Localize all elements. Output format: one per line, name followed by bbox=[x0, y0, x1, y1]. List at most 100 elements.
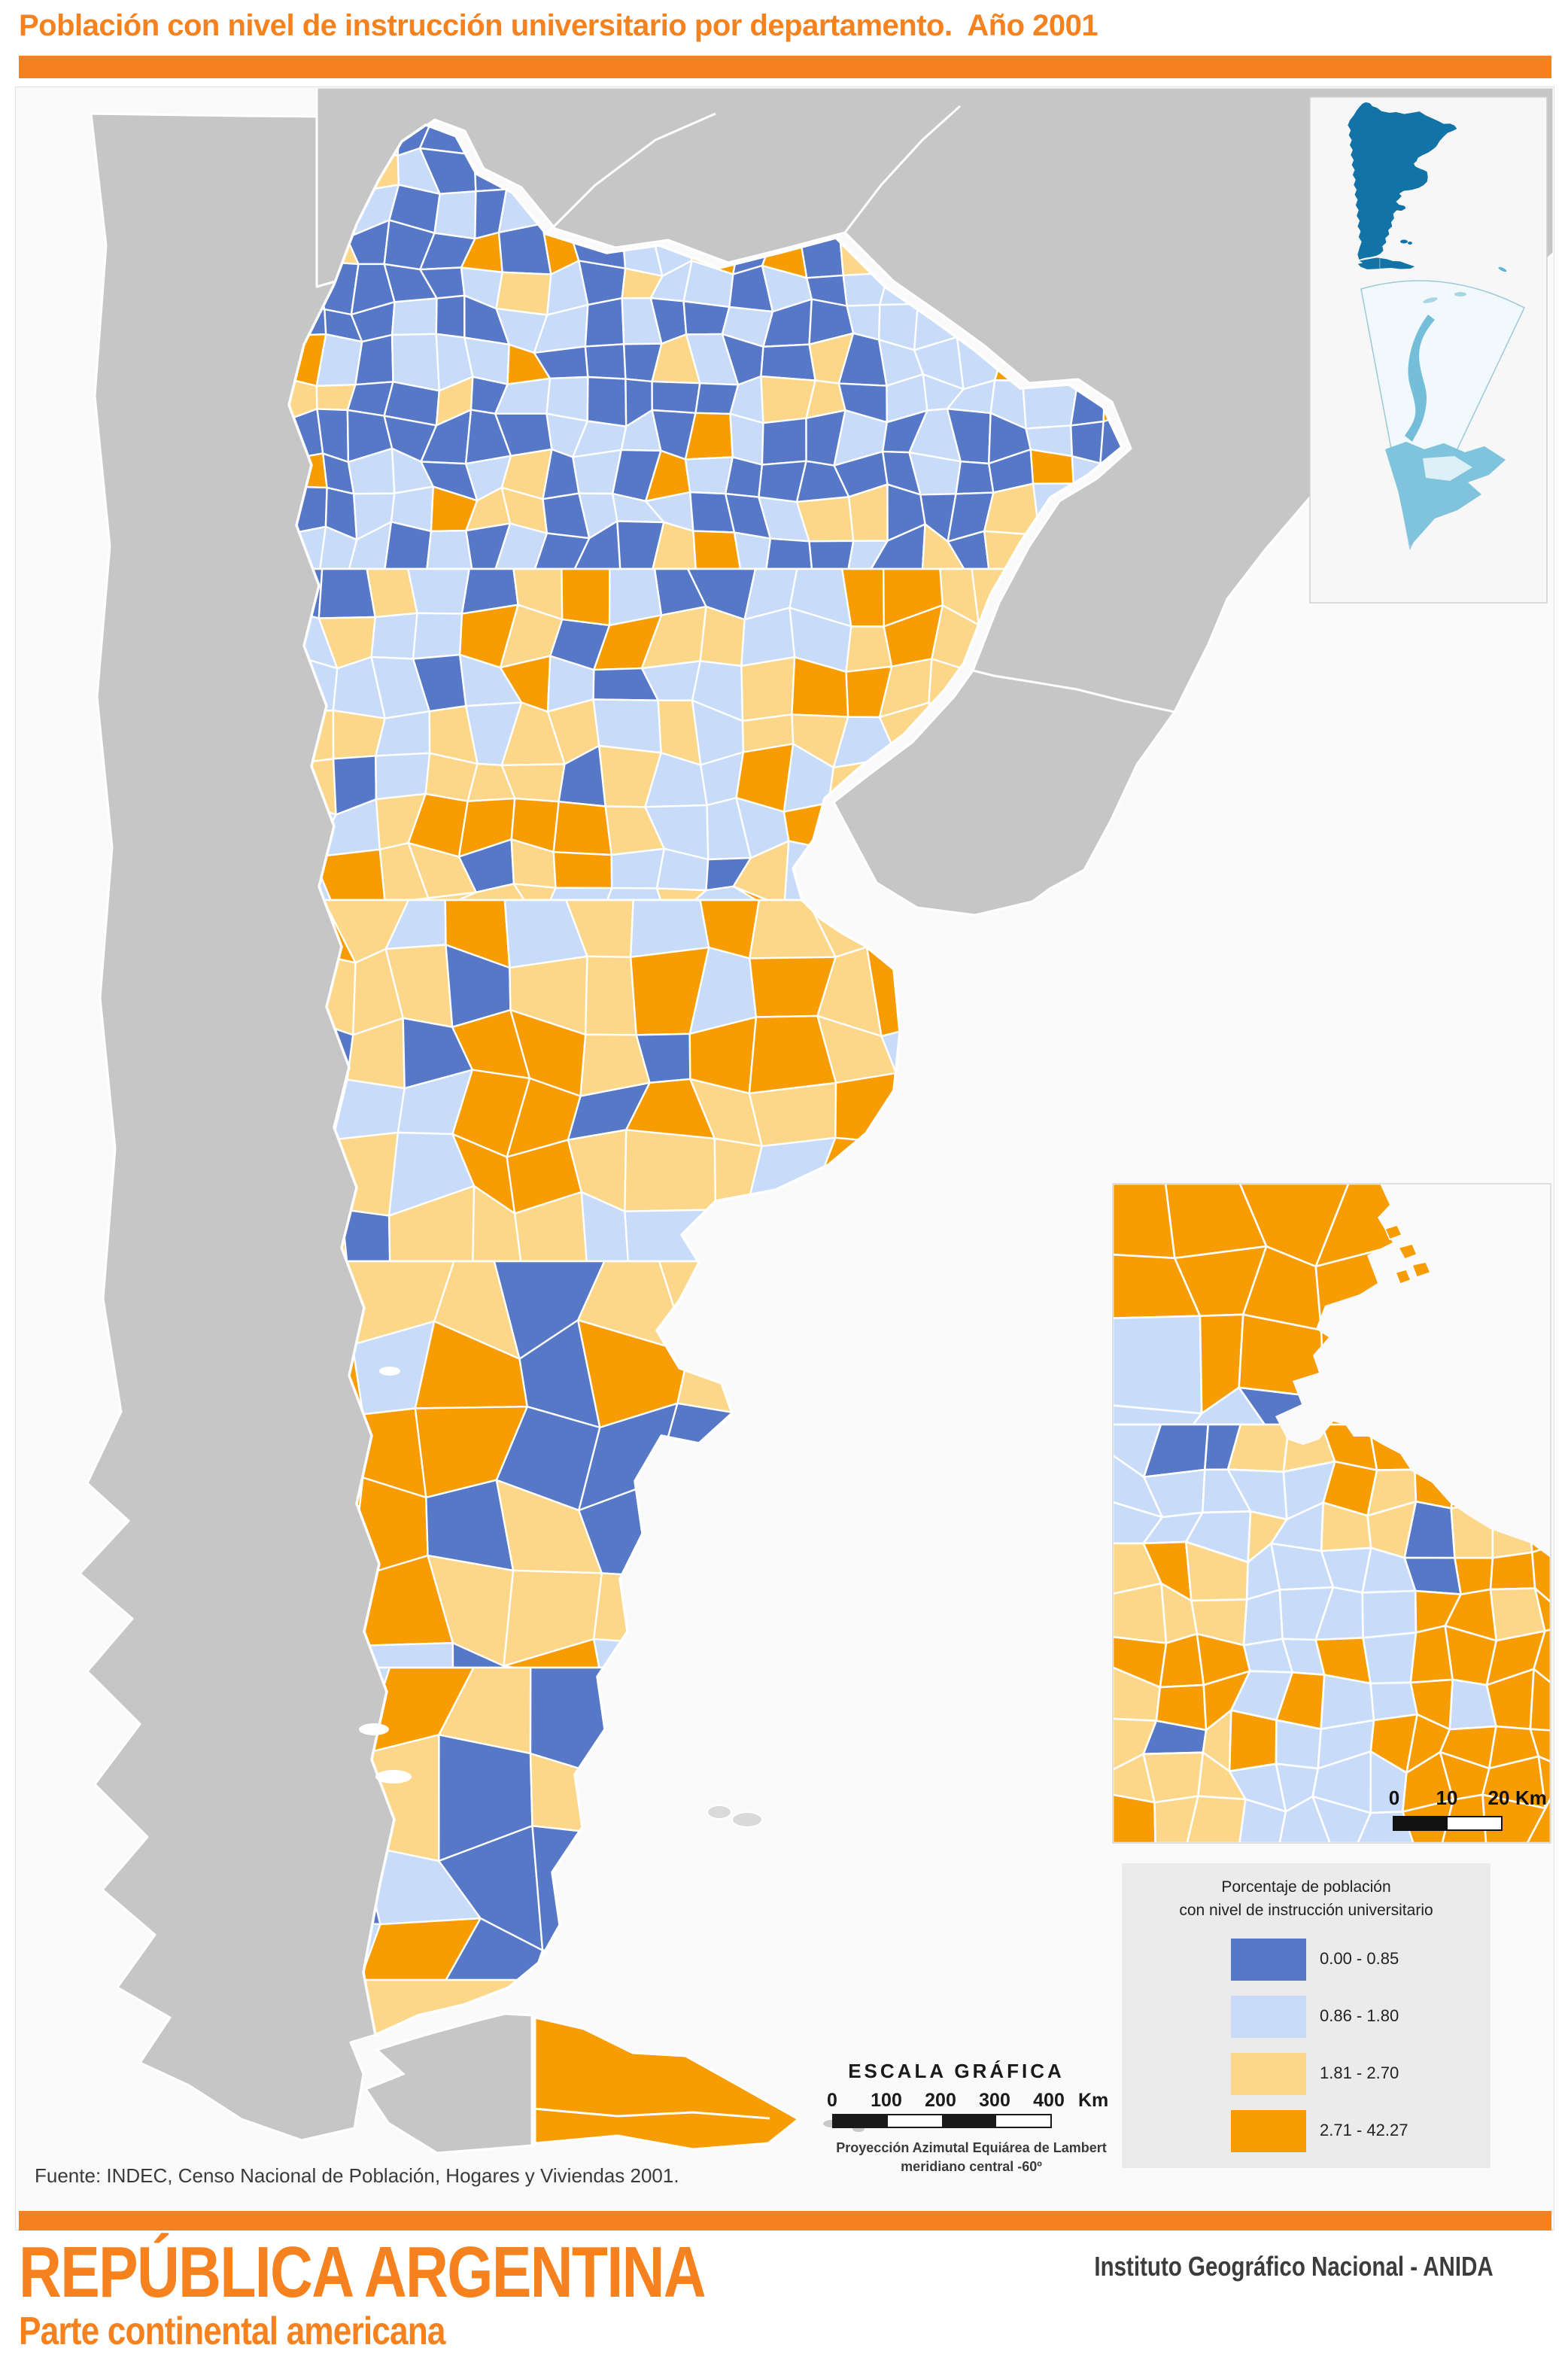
locator-malvinas bbox=[1400, 239, 1408, 244]
legend-title: Porcentaje de población con nivel de ins… bbox=[1122, 1875, 1491, 1922]
bolivia-paraguay-border bbox=[545, 112, 716, 236]
locator-argentina-shape bbox=[1357, 257, 1380, 269]
department bbox=[1228, 1709, 1278, 1773]
locator-inset bbox=[1309, 96, 1548, 604]
department bbox=[549, 886, 613, 902]
department bbox=[1029, 449, 1074, 485]
inset-scale-tick-10: 10 bbox=[1436, 1787, 1458, 1809]
legend-swatch-class3 bbox=[1231, 2053, 1306, 2095]
footer-subtitle: Parte continental americana bbox=[19, 2310, 445, 2353]
department bbox=[592, 698, 662, 754]
department bbox=[433, 190, 477, 240]
department bbox=[426, 529, 473, 570]
department bbox=[1361, 1589, 1418, 1639]
buenos-aires-inset bbox=[1112, 1183, 1551, 1844]
title-rule bbox=[19, 56, 1551, 78]
source-note: Fuente: INDEC, Censo Nacional de Poblaci… bbox=[35, 2164, 679, 2187]
department bbox=[390, 297, 438, 336]
delta-island bbox=[1397, 1243, 1418, 1260]
antarctic-islet bbox=[1454, 292, 1466, 296]
department bbox=[435, 294, 466, 339]
delta-island bbox=[1411, 1261, 1432, 1278]
department bbox=[1529, 1728, 1551, 1763]
legend-row: 0.00 - 0.85 bbox=[1122, 1939, 1491, 1981]
lake bbox=[359, 1723, 389, 1735]
antarctic-landmass bbox=[1385, 442, 1506, 546]
scale-bar-segment bbox=[834, 2115, 888, 2127]
scale-tick-0: 0 bbox=[827, 2090, 837, 2111]
page-title: Población con nivel de instrucción unive… bbox=[19, 9, 1099, 42]
legend-row: 2.71 - 42.27 bbox=[1122, 2110, 1491, 2152]
rio-de-la-plata bbox=[1275, 1184, 1551, 1558]
department bbox=[318, 567, 376, 619]
paraguay-brazil-border bbox=[843, 105, 962, 233]
department bbox=[552, 801, 612, 856]
scale-tick-100: 100 bbox=[871, 2090, 902, 2111]
tierra-del-fuego-chile bbox=[363, 2012, 533, 2155]
brazil-uruguay-border bbox=[972, 669, 1175, 713]
department bbox=[808, 540, 855, 570]
legend-swatch-class4 bbox=[1231, 2110, 1306, 2152]
tdf-department-border bbox=[533, 2107, 770, 2120]
department bbox=[370, 612, 418, 660]
buenos-aires-inset-frame bbox=[1112, 1183, 1551, 1844]
scale-bar-segment bbox=[942, 2115, 996, 2127]
lake bbox=[375, 1770, 412, 1784]
inset-scale-bar-segment bbox=[1394, 1817, 1448, 1829]
map-panel: Porcentaje de población con nivel de ins… bbox=[15, 87, 1554, 2231]
department bbox=[1526, 1797, 1551, 1843]
department bbox=[624, 1129, 717, 1212]
delta-island bbox=[1394, 1269, 1412, 1285]
department bbox=[1153, 1795, 1199, 1843]
department bbox=[1533, 1587, 1551, 1632]
antarctic-islet bbox=[1423, 297, 1438, 303]
department bbox=[1186, 1795, 1247, 1843]
legend-label-class3: 1.81 - 2.70 bbox=[1320, 2063, 1399, 2082]
antarctic-ice bbox=[1423, 456, 1472, 481]
antarctic-peninsula bbox=[1405, 315, 1435, 442]
inset-scale-tick-20: 20 bbox=[1487, 1787, 1510, 1809]
scale-bar-segment bbox=[888, 2115, 942, 2127]
legend-title-line2: con nivel de instrucción universitario bbox=[1179, 1902, 1433, 1919]
legend-row: 0.86 - 1.80 bbox=[1122, 1996, 1491, 2038]
department bbox=[1533, 1628, 1551, 1684]
legend-title-line1: Porcentaje de población bbox=[1221, 1878, 1391, 1896]
inset-scale-tick-0: 0 bbox=[1388, 1787, 1400, 1809]
department bbox=[1113, 1793, 1156, 1843]
locator-argentina-shape bbox=[1380, 258, 1415, 269]
department bbox=[1113, 1582, 1168, 1644]
department bbox=[1275, 1719, 1323, 1770]
legend-label-class1: 0.00 - 0.85 bbox=[1320, 1949, 1399, 1968]
department bbox=[384, 521, 433, 570]
department bbox=[1242, 1589, 1284, 1647]
department bbox=[651, 380, 701, 414]
legend-label-class4: 2.71 - 42.27 bbox=[1320, 2121, 1408, 2139]
department bbox=[407, 567, 470, 615]
department bbox=[584, 297, 625, 348]
locator-argentina-silhouette bbox=[1348, 102, 1457, 269]
department bbox=[561, 567, 611, 627]
footer-agency: Instituto Geográfico Nacional - ANIDA bbox=[1094, 2251, 1494, 2282]
department bbox=[1362, 1631, 1418, 1685]
department bbox=[552, 851, 613, 889]
department bbox=[586, 376, 628, 427]
scale-tick-300: 300 bbox=[979, 2090, 1010, 2111]
department bbox=[375, 752, 431, 801]
department bbox=[606, 886, 662, 902]
department bbox=[610, 847, 665, 889]
locator-malvinas bbox=[1408, 242, 1412, 245]
scale-title: ESCALA GRÁFICA bbox=[848, 2060, 1065, 2082]
scale-tick-400: 400 bbox=[1033, 2090, 1065, 2111]
department bbox=[354, 333, 394, 386]
department bbox=[412, 612, 463, 660]
department bbox=[1142, 1751, 1205, 1804]
department bbox=[1311, 1795, 1372, 1843]
bolivia-paraguay-brazil-uruguay-landmass bbox=[315, 87, 1554, 917]
legend-row: 1.81 - 2.70 bbox=[1122, 2053, 1491, 2095]
department bbox=[1238, 1798, 1287, 1843]
malvinas-islands bbox=[731, 1811, 763, 1828]
inset-scale-bar-segment bbox=[1448, 1817, 1501, 1829]
department bbox=[1454, 1556, 1494, 1595]
delta-island bbox=[1384, 1224, 1403, 1240]
lake bbox=[379, 1367, 400, 1376]
